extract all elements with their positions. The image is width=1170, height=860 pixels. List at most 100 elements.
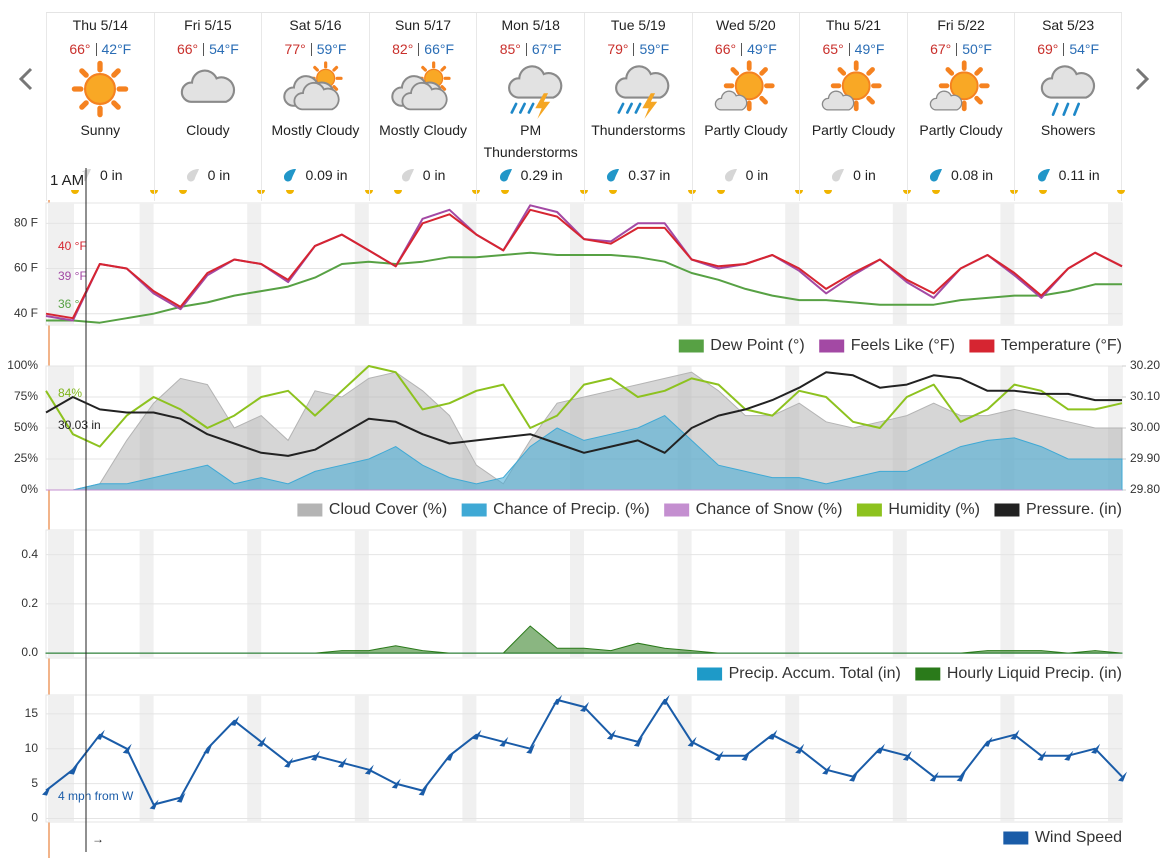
yticks-label: 60 F — [14, 261, 38, 275]
high-temp: 67° — [930, 41, 952, 57]
wind-marker — [418, 785, 428, 796]
yticks-label: 0.2 — [21, 596, 38, 610]
wind-marker — [499, 736, 509, 747]
separator — [525, 42, 527, 56]
y2ticks-label: 29.90 — [1130, 451, 1160, 465]
high-temp: 69° — [1037, 41, 1059, 57]
day-date: Fri 5/22 — [937, 17, 985, 33]
day-date: Thu 5/14 — [72, 17, 128, 33]
night-band — [247, 695, 262, 822]
day-temps: 69° 54°F — [1015, 39, 1121, 59]
condition: Mostly Cloudy — [271, 122, 360, 138]
y2ticks-label: 30.20 — [1130, 358, 1160, 372]
night-band — [570, 530, 584, 658]
night-band — [785, 695, 800, 822]
area — [46, 371, 1123, 491]
day-card: Fri 5/22 67° 50°F Partly Cloudy 0.08 in — [906, 13, 1019, 201]
yticks-label: 80 F — [14, 216, 38, 230]
condition: PM Thunderstorms — [483, 122, 578, 160]
drop-icon — [186, 169, 199, 182]
legend-label: Hourly Liquid Precip. (in) — [947, 665, 1122, 682]
precip-amount: 0.11 in — [1058, 167, 1100, 183]
night-band — [139, 695, 154, 822]
legend: Pressure. (in) Humidity (%) Chance of Snow… — [297, 501, 1122, 518]
night-band — [1000, 530, 1015, 658]
legend-swatch — [819, 339, 845, 353]
wind-marker — [660, 694, 670, 705]
night-band — [139, 530, 154, 658]
night-band — [892, 203, 907, 325]
precip-amount: 0.08 in — [951, 167, 994, 183]
yticks-label: 0.4 — [21, 547, 38, 561]
drop-icon — [1037, 169, 1050, 182]
high-temp: 66° — [69, 41, 91, 57]
low-temp: 66°F — [424, 41, 455, 57]
day-temps: 66° 54°F — [155, 39, 262, 59]
wind-marker — [337, 757, 347, 768]
wind-marker — [149, 799, 159, 810]
drop-icon — [724, 169, 737, 182]
legend-label: Chance of Snow (%) — [696, 501, 843, 518]
legend-swatch — [297, 503, 323, 517]
day-card: Sat 5/16 77° 59°F Mostly Cloudy 0.09 in — [261, 13, 373, 201]
legend: Temperature (°F) Feels Like (°F) Dew Point… — [678, 337, 1122, 354]
wind-marker — [1010, 729, 1020, 740]
wind-marker — [929, 771, 939, 782]
y2ticks-label: 30.10 — [1130, 389, 1160, 403]
annotation: 36 ° — [58, 297, 80, 311]
yticks-label: 0 — [31, 811, 38, 825]
wind-marker — [714, 750, 724, 761]
wind-marker — [311, 750, 320, 761]
precip: 0 in — [693, 167, 800, 183]
low-temp: 42°F — [101, 41, 132, 57]
drop-icon — [401, 169, 414, 182]
wind-marker — [42, 785, 51, 796]
day-date: Sat 5/23 — [1042, 17, 1095, 33]
legend-label: Cloud Cover (%) — [329, 501, 447, 518]
cursor-label: 1 AM — [50, 172, 85, 189]
yticks-label: 100% — [7, 358, 38, 372]
day-date: Mon 5/18 — [501, 17, 560, 33]
day-temps: 85° 67°F — [477, 39, 584, 59]
legend-label: Precip. Accum. Total (in) — [729, 665, 901, 682]
day-date: Wed 5/20 — [716, 17, 776, 33]
line — [45, 365, 1123, 448]
low-temp: 49°F — [854, 41, 885, 57]
legend-label: Dew Point (°) — [710, 337, 804, 354]
day-temps: 79° 59°F — [585, 39, 692, 59]
yticks-label: 15 — [25, 706, 39, 720]
y2ticks-label: 29.80 — [1130, 482, 1160, 496]
next-arrow[interactable] — [1132, 64, 1152, 94]
day-card: Mon 5/18 85° 67°F PM Thunderstorms 0.29 in — [476, 13, 588, 201]
legend-label: Wind Speed — [1035, 829, 1122, 846]
low-temp: 67°F — [531, 41, 562, 57]
wind-marker — [741, 750, 751, 761]
low-temp: 59°F — [316, 41, 347, 57]
separator — [203, 42, 205, 56]
legend-swatch — [994, 503, 1020, 517]
precip: 0 in — [800, 167, 907, 183]
y2ticks-label: 30.00 — [1130, 420, 1160, 434]
legend: Wind Speed — [1003, 829, 1122, 846]
precip-amount: 0 in — [207, 167, 231, 183]
forecast-strip: Thu 5/14 66° 42°F Sunny 0 in Fri 5/15 66° 54°F C… — [46, 12, 1125, 201]
day-card: Sat 5/23 69° 54°F Showers 0.11 in — [1014, 13, 1125, 201]
day-date: Tue 5/19 — [610, 17, 666, 33]
condition: Partly Cloudy — [919, 122, 1003, 138]
high-temp: 66° — [714, 41, 737, 57]
prev-arrow[interactable] — [16, 64, 36, 94]
wind-marker — [983, 736, 993, 747]
legend-swatch — [678, 339, 704, 353]
yticks-label: 5 — [31, 776, 38, 790]
line — [46, 251, 1122, 324]
wind-marker — [875, 743, 885, 754]
drop-icon — [284, 169, 297, 182]
annotation: 4 mph from W — [58, 789, 134, 803]
wind-marker — [257, 736, 267, 747]
low-temp: 54°F — [1069, 41, 1100, 57]
low-temp: 54°F — [209, 41, 239, 57]
wind-marker — [822, 764, 832, 775]
day-date: Sat 5/16 — [289, 17, 342, 33]
drop-icon — [832, 169, 845, 182]
